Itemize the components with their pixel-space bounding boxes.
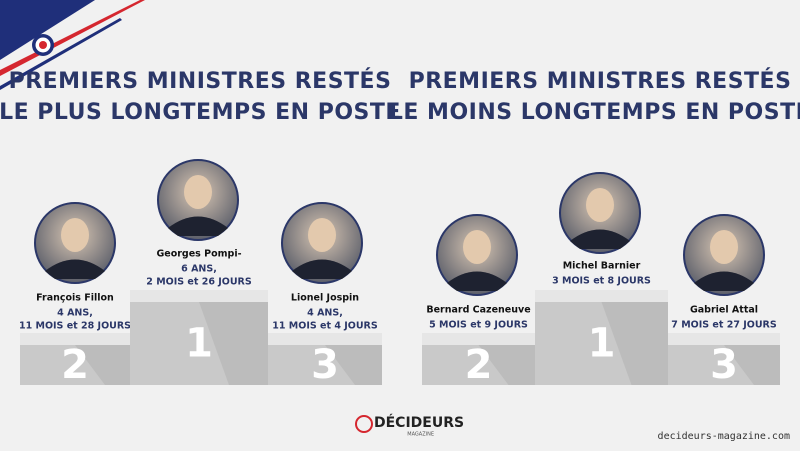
- portrait-body: [694, 271, 754, 291]
- tenure: 11 MOIS et 28 JOURS: [19, 321, 131, 332]
- podium-shadow: [724, 345, 780, 385]
- url: decideurs-magazine.com: [658, 431, 790, 442]
- logo-sub: MAGAZINE: [407, 432, 434, 438]
- minister-name: Bernard Cazeneuve: [426, 305, 530, 316]
- tenure: 3 MOIS et 8 JOURS: [552, 276, 651, 287]
- podium-rank: 2: [465, 342, 493, 388]
- minister-name: Lionel Jospin: [291, 293, 359, 304]
- corner-decoration: [0, 0, 145, 90]
- logo-text: DÉCIDEURS: [374, 414, 464, 431]
- logo: DÉCIDEURS MAGAZINE: [355, 414, 464, 438]
- podium-rank: 2: [61, 342, 89, 388]
- podium-rank: 3: [311, 342, 339, 388]
- podium-shadow: [75, 345, 130, 385]
- podium-top: [668, 333, 780, 345]
- portrait-head: [308, 218, 336, 252]
- tenure: 11 MOIS et 4 JOURS: [272, 321, 378, 332]
- portrait-head: [61, 218, 89, 252]
- tenure: 2 MOIS et 26 JOURS: [146, 277, 252, 288]
- podium-top: [535, 290, 668, 302]
- tenure: 7 MOIS et 27 JOURS: [671, 320, 777, 331]
- minister-name: François Fillon: [36, 293, 114, 304]
- portrait-head: [184, 175, 212, 209]
- portrait-body: [45, 259, 105, 279]
- podium-top: [20, 333, 130, 345]
- podium-shadow: [601, 302, 668, 385]
- podium-rank: 3: [710, 342, 738, 388]
- podium-top: [130, 290, 268, 302]
- podium-top: [268, 333, 382, 345]
- podium-rank: 1: [185, 321, 213, 367]
- tenure: 5 MOIS et 9 JOURS: [429, 320, 528, 331]
- portrait-head: [463, 230, 491, 264]
- podium-shadow: [325, 345, 382, 385]
- minister-name: Georges Pompi-: [156, 249, 241, 260]
- tenure: 6 ANS,: [181, 264, 217, 275]
- podium-shadow: [199, 302, 268, 385]
- content: PREMIERS MINISTRES RESTÉS LE PLUS LONGTEM…: [0, 68, 800, 388]
- minister-name: Gabriel Attal: [690, 305, 758, 316]
- portrait-head: [710, 230, 738, 264]
- panel-title: PREMIERS MINISTRES RESTÉS: [9, 68, 392, 94]
- panel-title: PREMIERS MINISTRES RESTÉS: [409, 68, 792, 94]
- portrait-body: [447, 271, 507, 291]
- minister-name: Michel Barnier: [563, 261, 641, 272]
- portrait-body: [292, 259, 352, 279]
- portrait-body: [570, 229, 630, 249]
- podium-top: [422, 333, 535, 345]
- portrait-body: [168, 216, 228, 236]
- podium-rank: 1: [588, 321, 616, 367]
- panel-title: LE PLUS LONGTEMPS EN POSTE: [0, 100, 401, 125]
- panel-title: LE MOINS LONGTEMPS EN POSTE: [389, 100, 800, 125]
- tenure: 4 ANS,: [57, 308, 93, 319]
- portrait-head: [586, 188, 614, 222]
- podium-shadow: [478, 345, 535, 385]
- tenure: 4 ANS,: [307, 308, 343, 319]
